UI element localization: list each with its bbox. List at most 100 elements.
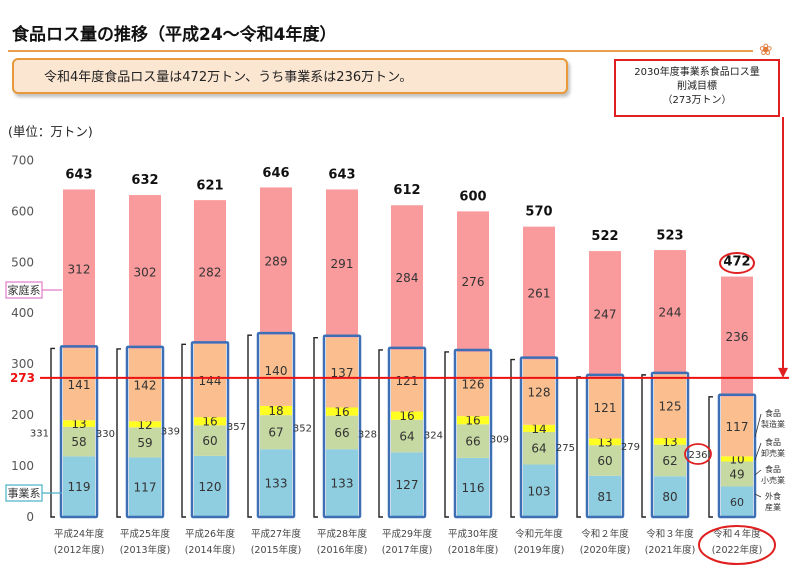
segment-value-label: 62: [662, 454, 677, 468]
segment-value-label: 103: [528, 484, 551, 498]
total-value-label: 646: [262, 166, 289, 181]
bar-segment-foodservice: [129, 457, 161, 517]
bar-segment-wholesale: [260, 405, 292, 416]
bar-segment-retail: [194, 425, 226, 456]
business-bracket: [116, 348, 121, 518]
segment-value-label: 140: [265, 364, 288, 378]
total-value-label: 472: [723, 255, 750, 270]
bar-segment-foodservice: [589, 475, 621, 517]
x-category-label: 平成30年度: [448, 528, 499, 540]
y-tick-label: 300: [11, 357, 34, 371]
segment-value-label: 302: [134, 265, 157, 279]
segment-value-label: 142: [134, 379, 157, 393]
segment-value-label: 64: [531, 442, 546, 456]
bar-segment-wholesale: [721, 456, 753, 462]
sector-label-manufacturing: 食品: [765, 408, 781, 418]
segment-value-label: 12: [137, 418, 152, 432]
y-tick-label: 100: [11, 459, 34, 473]
bar-segment-wholesale: [523, 424, 555, 432]
segment-value-label: 16: [334, 405, 349, 419]
business-total-label: 275: [556, 443, 575, 454]
business-total-label: 357: [227, 422, 246, 433]
business-outline-box: [59, 345, 99, 519]
segment-value-label: 49: [729, 467, 744, 481]
segment-value-label: 244: [659, 306, 682, 320]
highlight-circle-business: [684, 443, 712, 465]
x-category-label: 平成27年度: [251, 528, 302, 540]
business-outline-box: [125, 345, 165, 519]
title-divider: [8, 50, 753, 52]
sector-label-wholesale: 食品: [765, 437, 781, 447]
target-callout-line1: 2030年度事業系食品ロス量: [634, 67, 760, 78]
segment-value-label: 126: [462, 378, 485, 392]
summary-callout: 令和4年度食品ロス量は472万トン、うち事業系は236万トン。: [12, 58, 568, 94]
bar-segment-manufacturing: [391, 349, 423, 412]
bar-segment-foodservice: [457, 457, 489, 517]
segment-value-label: 133: [331, 477, 354, 491]
business-bracket: [641, 374, 646, 518]
x-category-sublabel: (2015年度): [251, 544, 302, 556]
segment-value-label: 137: [331, 366, 354, 380]
bar-segment-household: [260, 187, 292, 335]
page-title: 食品ロス量の推移（平成24～令和4年度）: [12, 25, 337, 45]
bar-segment-retail: [326, 415, 358, 450]
segment-value-label: 128: [528, 386, 551, 400]
highlight-circle-year: [698, 525, 776, 565]
bar-segment-manufacturing: [654, 374, 686, 439]
bar-segment-retail: [260, 415, 292, 450]
segment-value-label: 133: [265, 477, 288, 491]
bar-segment-retail: [457, 424, 489, 458]
segment-value-label: 59: [137, 436, 152, 450]
segment-value-label: 60: [202, 434, 217, 448]
segment-value-label: 66: [334, 426, 349, 440]
target-callout-line3: （273万トン）: [662, 95, 732, 106]
bar-segment-household: [523, 226, 555, 360]
total-value-label: 522: [591, 229, 618, 244]
segment-value-label: 13: [597, 435, 612, 449]
x-category-label: 平成29年度: [382, 528, 433, 540]
segment-value-label: 125: [659, 400, 682, 414]
segment-value-label: 121: [594, 401, 617, 415]
bar-segment-wholesale: [194, 417, 226, 426]
bar-segment-retail: [654, 444, 686, 477]
target-value-label: 273: [10, 371, 35, 385]
segment-value-label: 64: [399, 430, 414, 444]
segment-value-label: 291: [331, 257, 354, 271]
bar-segment-wholesale: [63, 420, 95, 427]
bar-segment-foodservice: [391, 452, 423, 517]
bar-segment-household: [654, 250, 686, 375]
bar-segment-retail: [523, 431, 555, 465]
household-tag-label: 家庭系: [8, 283, 41, 297]
bar-segment-manufacturing: [63, 348, 95, 421]
target-callout: 2030年度事業系食品ロス量 削減目標 （273万トン）: [614, 59, 780, 117]
bar-segment-manufacturing: [523, 359, 555, 425]
segment-value-label: 144: [199, 374, 222, 388]
bar-segment-foodservice: [63, 456, 95, 517]
business-outline-box: [190, 341, 230, 519]
segment-value-label: 67: [268, 426, 283, 440]
target-arrow-head: [778, 367, 788, 378]
segment-value-label: 16: [399, 409, 414, 423]
business-outline-box: [585, 373, 625, 519]
bar-segment-manufacturing: [326, 337, 358, 408]
total-value-label: 523: [656, 229, 683, 244]
x-category-sublabel: (2016年度): [317, 544, 368, 556]
y-tick-label: 700: [11, 153, 34, 167]
bar-segment-manufacturing: [129, 348, 161, 422]
sector-label-foodservice: 外食: [765, 491, 781, 501]
bar-segment-household: [129, 195, 161, 349]
business-outline-box: [717, 393, 757, 519]
segment-value-label: 58: [71, 435, 86, 449]
y-tick-label: 200: [11, 408, 34, 422]
bar-segment-foodservice: [194, 455, 226, 517]
sector-pointer-line: [754, 493, 762, 498]
y-tick-label: 0: [26, 510, 34, 524]
business-outline-box: [519, 356, 559, 519]
bar-segment-wholesale: [326, 407, 358, 416]
business-tag-label: 事業系: [8, 487, 41, 500]
business-bracket: [378, 349, 383, 518]
bar-segment-manufacturing: [721, 396, 753, 457]
segment-value-label: 289: [265, 255, 288, 269]
bar-segment-manufacturing: [589, 376, 621, 439]
y-tick-label: 400: [11, 306, 34, 320]
